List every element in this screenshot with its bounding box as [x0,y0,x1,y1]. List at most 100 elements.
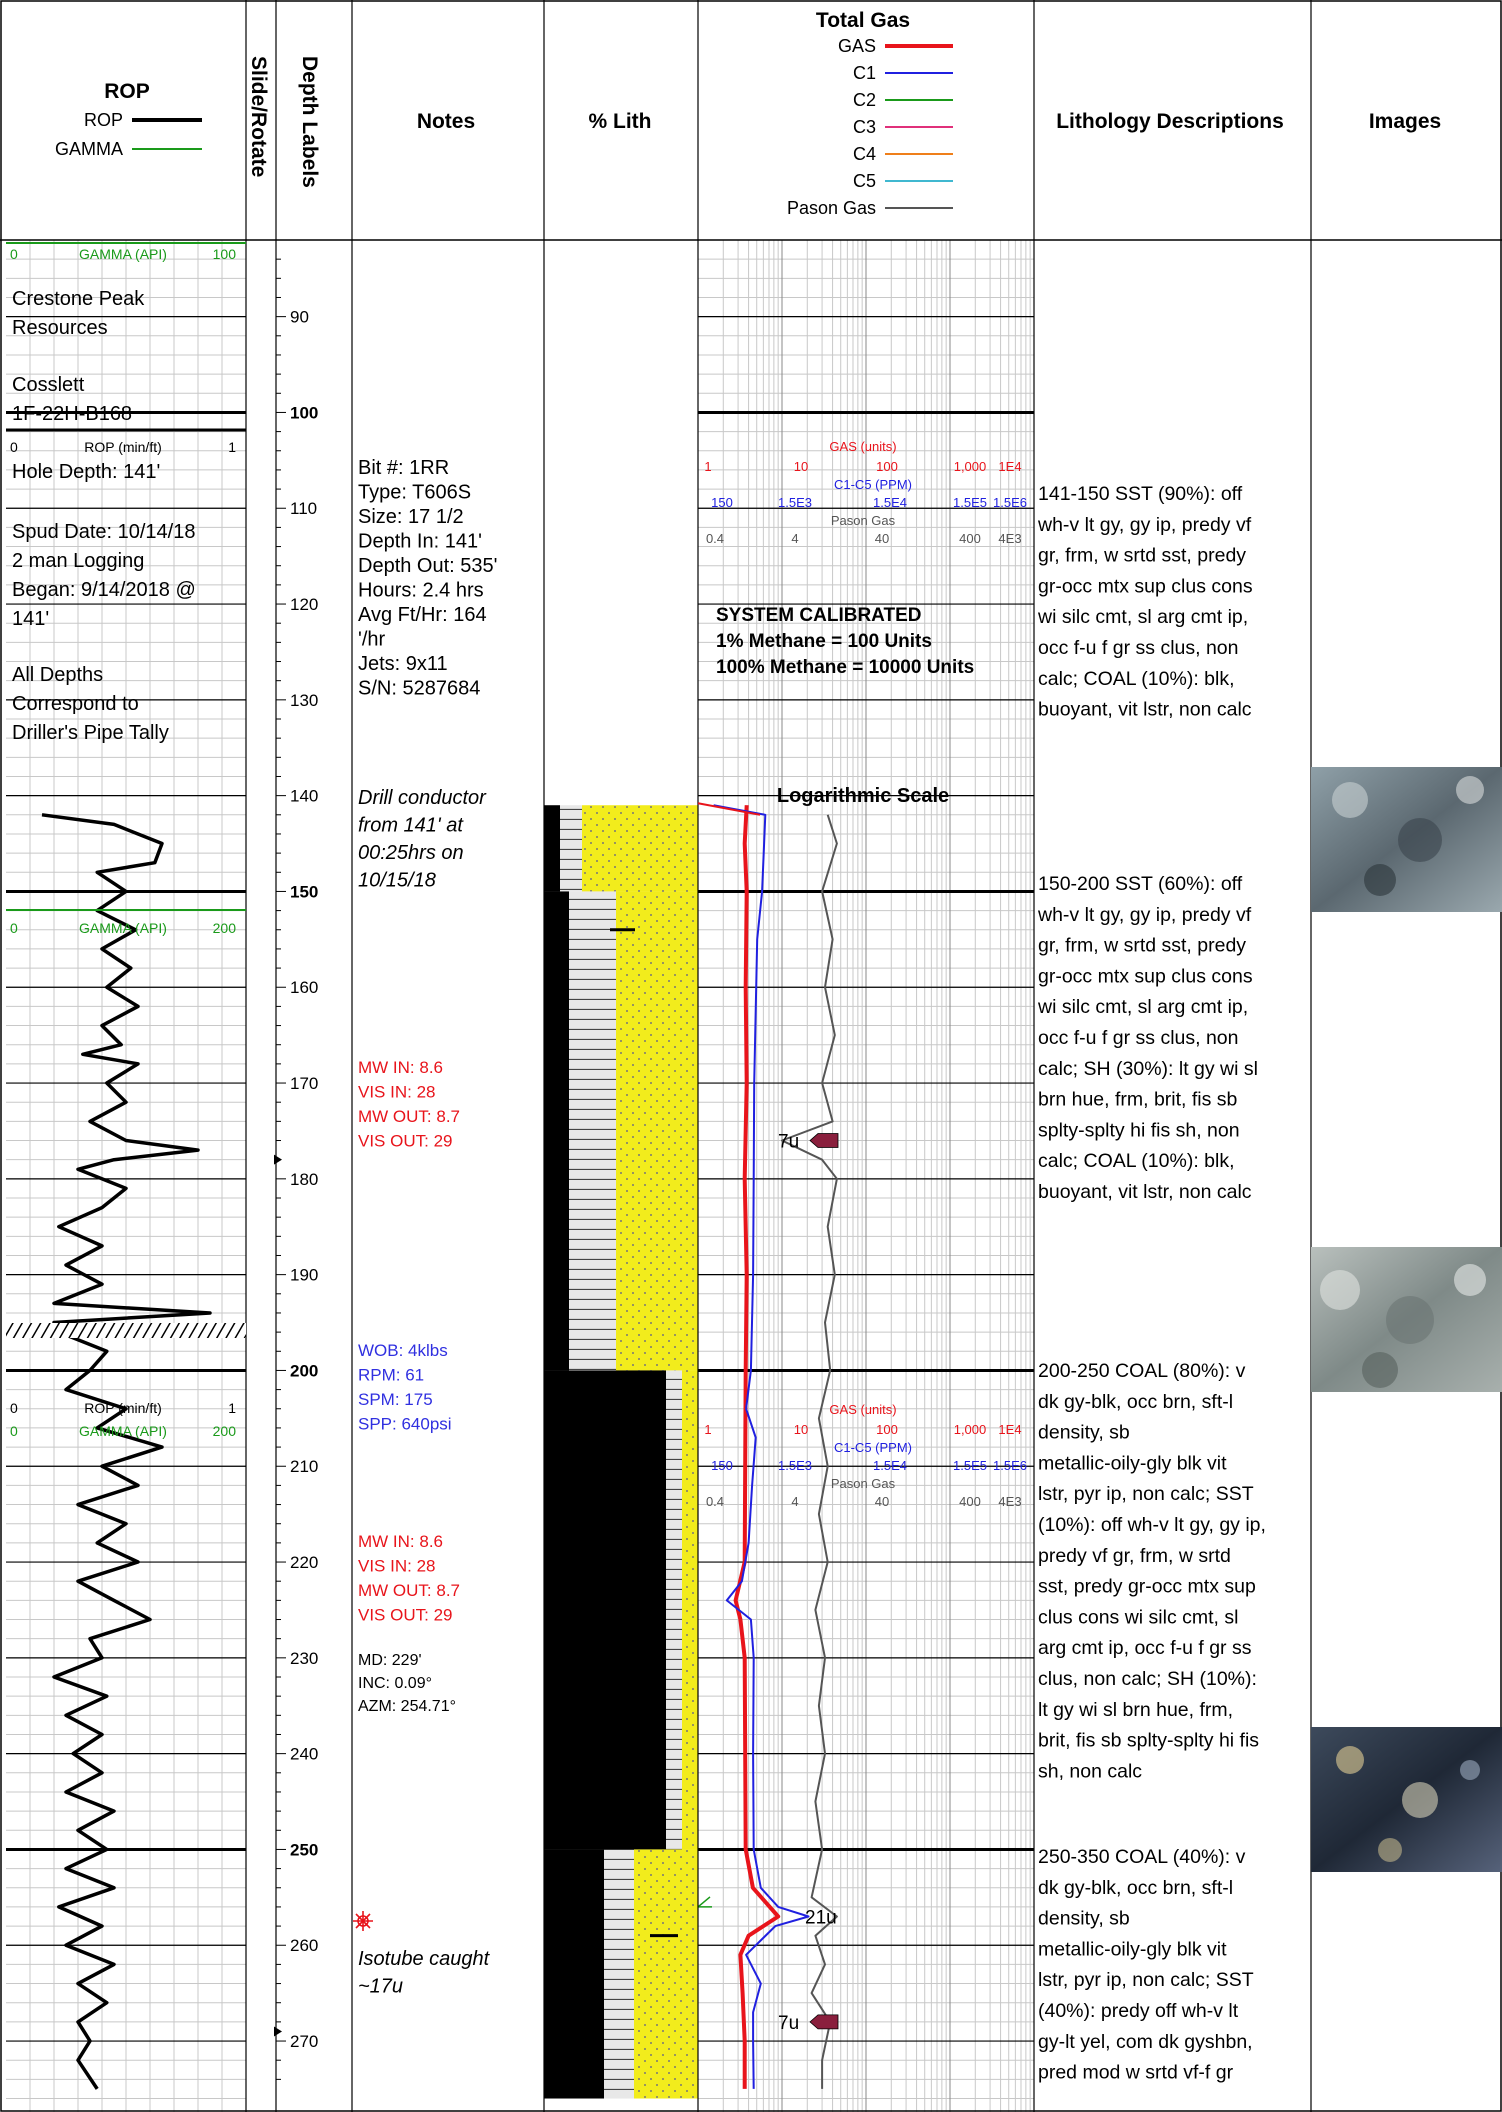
rop-scale-1-title: ROP (min/ft) [84,439,162,455]
lithology-description-line: density, sb [1038,1422,1130,1444]
gamma-scale-2-max: 200 [213,920,237,936]
lithology-description-line: dk gy-blk, occ brn, sft-l [1038,1877,1233,1899]
lithology-description-line: gr-occ mtx sup clus cons [1038,575,1253,597]
pason-scale-tick: 0.4 [706,1494,724,1509]
lithology-description-line: calc; COAL (10%): blk, [1038,1150,1235,1172]
gamma-scale-3-min: 0 [10,1423,18,1439]
header-rop: ROP ROP GAMMA [55,80,202,159]
well-info-line: Crestone Peak [12,288,145,310]
lithology-description-line: density, sb [1038,1908,1130,1930]
connection-gas-marker-icon [809,1133,839,1148]
c-scale-tick: 1.5E6 [993,1458,1027,1473]
c-scale-title: C1-C5 (PPM) [834,1440,912,1455]
drill-note-line: Drill conductor [358,787,487,809]
pason-scale-tick: 4 [791,531,798,546]
drilling-param-line: SPM: 175 [358,1390,433,1409]
lithology-description-line: sh, non calc [1038,1760,1142,1782]
gamma-scale-3-title: GAMMA (API) [79,1423,167,1439]
pason-scale-tick: 4E3 [998,1494,1021,1509]
rop-scale-1-min: 0 [10,439,18,455]
mud-note-line: VIS IN: 28 [358,1557,435,1576]
rop-gamma-scale-bars: 0 GAMMA (API) 100 0 ROP (min/ft) 1 0 GAMMA (API… [6,242,246,1439]
depth-tick-label: 150 [290,882,318,901]
rop-title: ROP [104,80,150,103]
connection-gas-marker-icon [809,2014,839,2030]
depth-tick-label: 250 [290,1840,318,1859]
well-info-line: Resources [12,317,108,339]
depth-tick-label: 90 [290,308,309,327]
pason-gas-curve [781,814,838,2089]
depth-tick-label: 170 [290,1074,318,1093]
gas-scale-tick: 100 [876,459,898,474]
depth-tick-label: 210 [290,1457,318,1476]
lithology-description-line: occ f-u f gr ss clus, non [1038,637,1239,659]
cuttings-image-2[interactable] [1311,1247,1502,1392]
gas-peak-label: 21u [805,1908,837,1929]
pason-scale-tick: 4 [791,1494,798,1509]
drilling-param-line: WOB: 4klbs [358,1341,448,1360]
gamma-scale-1-max: 100 [213,246,237,262]
drill-note-line: from 141' at [358,815,464,837]
gas-legend: GAS C1 C2 C3 C4 C5 Pason Gas [787,36,953,218]
lithology-description-line: occ f-u f gr ss clus, non [1038,1027,1239,1049]
gas-scale-tick: 1E4 [998,459,1021,474]
bit-note-line: Type: T606S [358,482,471,504]
cuttings-image-1[interactable] [1311,767,1502,912]
depth-tick-label: 100 [290,403,318,422]
lithology-description-line: clus cons wi silc cmt, sl [1038,1606,1238,1628]
lithology-description-line: lstr, pyr ip, non calc; SST [1038,1969,1254,1991]
mud-note-line: MW OUT: 8.7 [358,1581,460,1600]
gas-legend-label: C3 [853,117,876,137]
lithology-descriptions-header: Lithology Descriptions [1056,110,1284,133]
c-scale-tick: 1.5E4 [873,495,907,510]
lithology-description-line: splty-splty hi fis sh, non [1038,1119,1240,1141]
mud-note-line: VIS OUT: 29 [358,1606,452,1625]
lithology-description-line: 150-200 SST (60%): off [1038,873,1243,895]
depth-tick-label: 190 [290,1266,318,1285]
well-info-line: 2 man Logging [12,550,144,572]
calibration-note: SYSTEM CALIBRATED 1% Methane = 100 Units 1… [716,605,974,678]
cuttings-image-3[interactable] [1311,1727,1502,1872]
bit-note-line: '/hr [358,629,385,651]
gas-legend-label: GAS [838,36,876,56]
log-scale-label: Logarithmic Scale [777,785,949,807]
calibration-line: SYSTEM CALIBRATED [716,605,921,626]
mud-note-line: MW IN: 8.6 [358,1058,443,1077]
depth-tick-label: 220 [290,1553,318,1572]
gamma-scale-2-title: GAMMA (API) [79,920,167,936]
gas-scale-blocks: GAS (units) 1 10 100 1,000 1E4 C1-C5 (PPM) 150 1… [704,439,1027,1509]
mud-note-line: VIS OUT: 29 [358,1132,452,1151]
rop-scale-2-max: 1 [228,1400,236,1416]
c-scale-tick: 1.5E3 [778,495,812,510]
isotube-note-line: Isotube caught [358,1948,491,1970]
depth-tick-label: 260 [290,1936,318,1955]
depth-tick-label: 120 [290,595,318,614]
well-info-line: Cosslett [12,374,85,396]
c-scale-tick: 1.5E5 [953,495,987,510]
well-info-line: 1F-22H-B168 [12,403,132,425]
c-scale-title: C1-C5 (PPM) [834,477,912,492]
rop-scale-2-min: 0 [10,1400,18,1416]
pason-scale-tick: 40 [875,531,889,546]
lithology-description-line: lt gy wi sl brn hue, frm, [1038,1699,1233,1721]
pason-scale-tick: 0.4 [706,531,724,546]
images-header: Images [1369,110,1441,133]
lithology-description-line: (40%): predy off wh-v lt [1038,2000,1239,2022]
c-scale-tick: 150 [711,495,733,510]
pason-scale-tick: 4E3 [998,531,1021,546]
pason-scale-title: Pason Gas [831,513,896,528]
gas-scale-title: GAS (units) [829,439,896,454]
lithology-description-line: (10%): off wh-v lt gy, gy ip, [1038,1514,1266,1536]
lithology-description-line: brit, fis sb splty-splty hi fis [1038,1730,1259,1752]
mud-note-line: MW IN: 8.6 [358,1532,443,1551]
lithology-description-line: buoyant, vit lstr, non calc [1038,699,1252,721]
gamma-scale-1-title: GAMMA (API) [79,246,167,262]
lithology-description-line: 250-350 COAL (40%): v [1038,1846,1246,1868]
lithology-description-line: lstr, pyr ip, non calc; SST [1038,1483,1254,1505]
gamma-legend-label: GAMMA [55,139,123,159]
survey-marker-icon [274,2026,282,2037]
lithology-description-line: 141-150 SST (90%): off [1038,483,1243,505]
gas-scale-tick: 1 [704,459,711,474]
gas-scale-tick: 100 [876,1422,898,1437]
gas-legend-label: C4 [853,144,876,164]
